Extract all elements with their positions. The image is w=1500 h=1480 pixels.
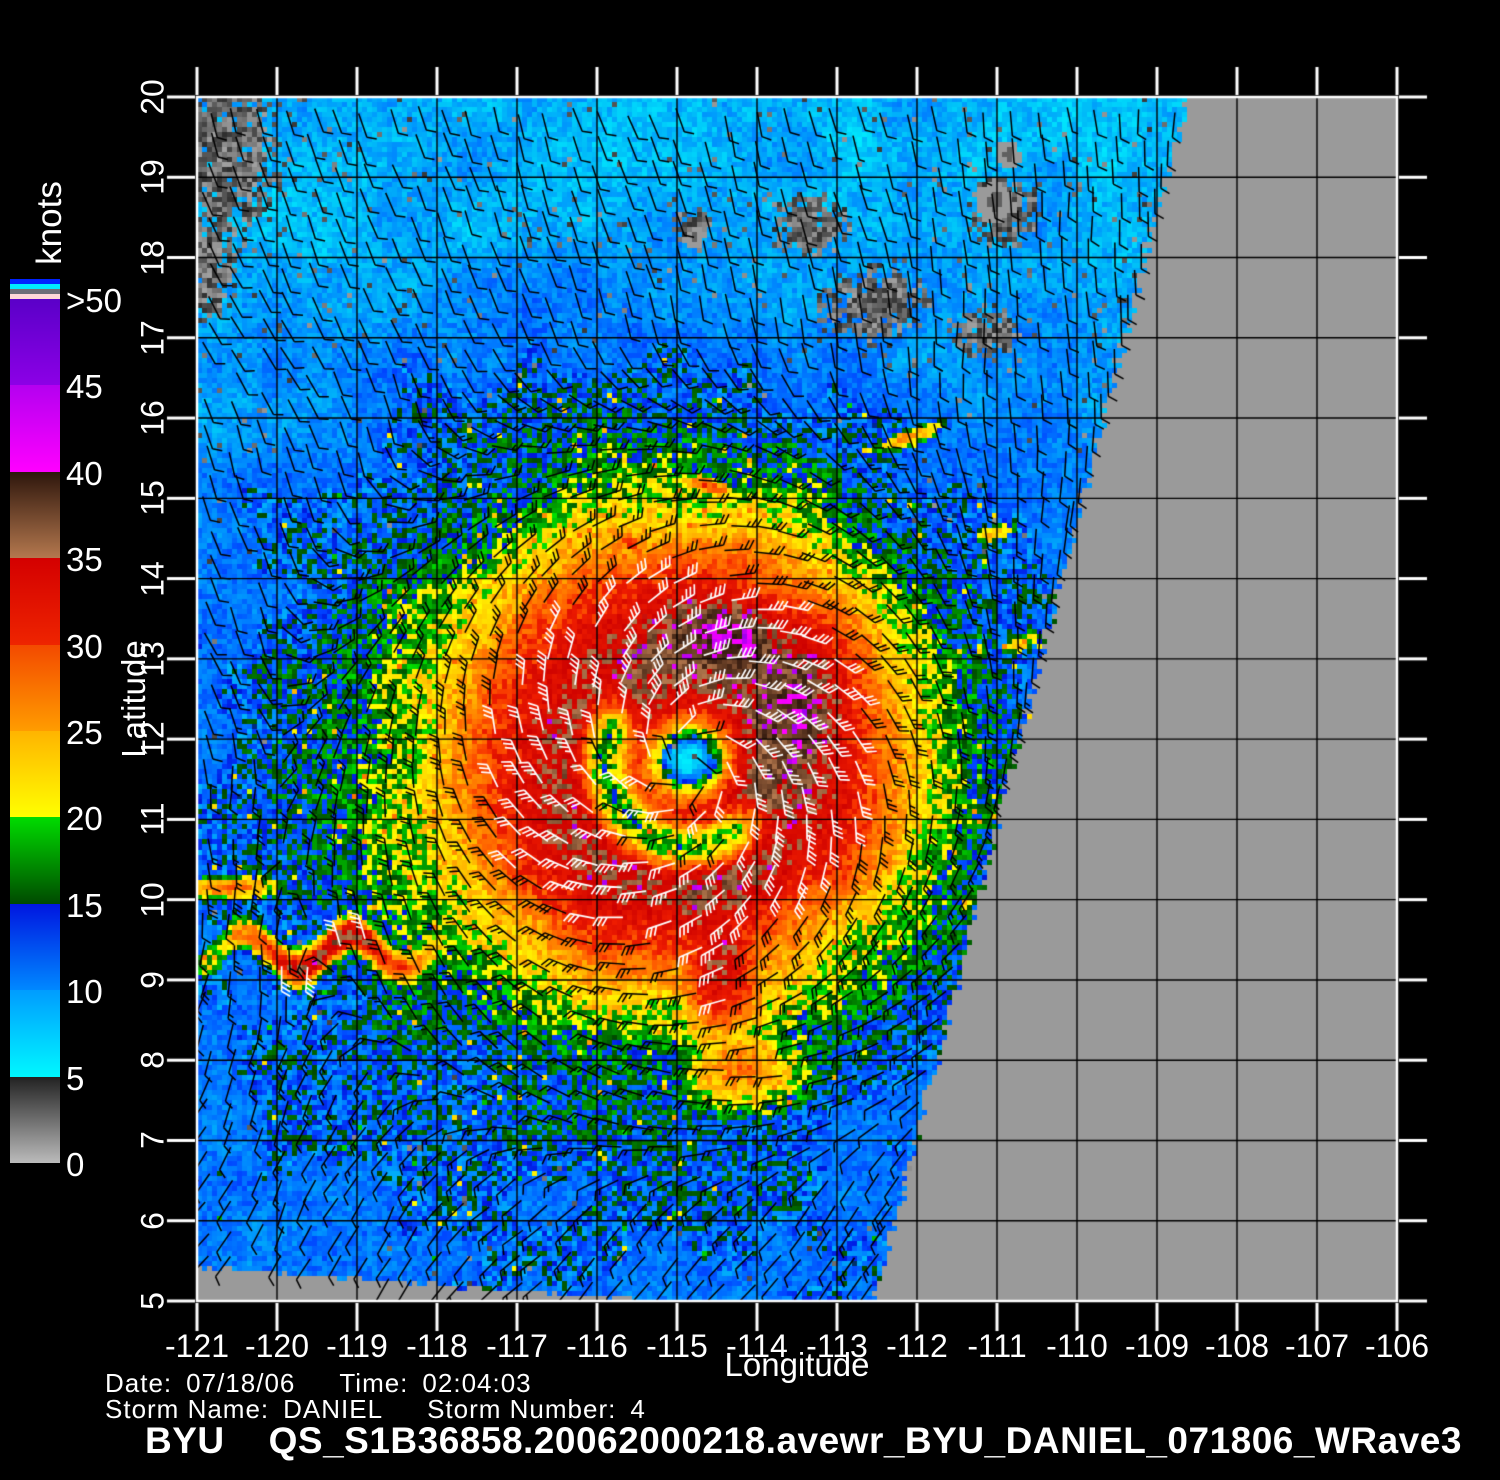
- colorbar-title: knots: [30, 181, 69, 265]
- figure-title-line: BYU QS_S1B36858.20062000218.avewr_BYU_DAN…: [145, 1420, 1462, 1462]
- colorbar-segment: [10, 299, 60, 386]
- colorbar-tick-label: 20: [66, 800, 103, 838]
- storm-name-label: Storm Name:: [105, 1394, 270, 1424]
- colorbar-tick-label: 30: [66, 627, 103, 665]
- time-value: 02:04:03: [422, 1368, 532, 1398]
- y-tick-label: 9: [134, 971, 171, 989]
- colorbar-tick-label: 45: [66, 368, 103, 406]
- y-tick-label: 15: [134, 480, 171, 517]
- y-axis-title: Latitude: [115, 640, 152, 758]
- y-tick-label: 16: [134, 400, 171, 436]
- x-tick-label: -115: [646, 1328, 708, 1364]
- colorbar-segment: [10, 817, 60, 904]
- colorbar-tick-label: 10: [66, 973, 103, 1011]
- x-tick-label: -117: [486, 1328, 548, 1364]
- colorbar-tick-label: 0: [66, 1146, 85, 1183]
- x-tick-label: -112: [886, 1328, 948, 1364]
- y-tick-label: 8: [134, 1051, 171, 1070]
- colorbar: [10, 279, 60, 1164]
- x-tick-label: -108: [1204, 1328, 1270, 1364]
- time-label: Time:: [339, 1368, 409, 1398]
- colorbar-tick-label: 5: [66, 1059, 85, 1097]
- colorbar-segment: [10, 1076, 60, 1164]
- x-tick-label: -111: [967, 1328, 1027, 1364]
- storm-line: Storm Name: DANIEL Storm Number: 4: [105, 1394, 646, 1425]
- colorbar-top-stripe: [10, 294, 60, 299]
- y-tick-label: 6: [134, 1211, 171, 1230]
- date-label: Date:: [105, 1368, 173, 1398]
- x-tick-label: -109: [1124, 1328, 1190, 1364]
- storm-number-value: 4: [630, 1394, 646, 1424]
- y-tick-label: 17: [134, 320, 171, 356]
- x-axis-title: Longitude: [724, 1346, 870, 1383]
- y-tick-label: 20: [134, 79, 171, 115]
- date-time-line: Date: 07/18/06 Time: 02:04:03: [105, 1368, 532, 1399]
- date-value: 07/18/06: [186, 1368, 296, 1398]
- colorbar-segment: [10, 471, 60, 559]
- storm-name-value: DANIEL: [283, 1394, 384, 1424]
- x-tick-label: -110: [1046, 1328, 1108, 1364]
- colorbar-segment: [10, 903, 60, 991]
- x-tick-label: -106: [1364, 1328, 1430, 1364]
- x-tick-label: -120: [244, 1328, 310, 1364]
- credit-text: BYU: [145, 1420, 225, 1461]
- x-tick-label: -119: [326, 1328, 388, 1364]
- y-tick-label: 10: [134, 881, 171, 918]
- colorbar-segment: [10, 385, 60, 472]
- x-tick-label: -107: [1284, 1328, 1350, 1364]
- colorbar-segment: [10, 990, 60, 1077]
- colorbar-tick-label: 40: [66, 454, 103, 492]
- colorbar-top-stripe: [10, 284, 60, 289]
- colorbar-segment: [10, 644, 60, 732]
- x-tick-label: -114: [726, 1328, 788, 1364]
- x-tick-label: -116: [566, 1328, 628, 1364]
- colorbar-segment: [10, 558, 60, 645]
- colorbar-tick-label: >50: [66, 282, 122, 319]
- x-tick-label: -121: [164, 1328, 230, 1364]
- colorbar-top-stripe: [10, 289, 60, 294]
- x-tick-label: -118: [406, 1328, 468, 1364]
- x-tick-label: -113: [806, 1328, 868, 1364]
- y-tick-label: 19: [134, 159, 171, 196]
- filename-text: QS_S1B36858.20062000218.avewr_BYU_DANIEL…: [268, 1420, 1462, 1461]
- y-tick-label: 11: [134, 802, 171, 836]
- colorbar-tick-label: 15: [66, 886, 103, 924]
- colorbar-tick-label: 25: [66, 714, 103, 751]
- y-tick-label: 7: [134, 1131, 171, 1150]
- y-tick-label: 14: [134, 560, 171, 597]
- colorbar-top-stripe: [10, 279, 60, 284]
- colorbar-tick-label: 35: [66, 541, 103, 579]
- storm-number-label: Storm Number:: [427, 1394, 617, 1424]
- y-tick-label: 18: [134, 239, 171, 276]
- colorbar-segment: [10, 731, 60, 818]
- y-tick-label: 5: [134, 1292, 171, 1310]
